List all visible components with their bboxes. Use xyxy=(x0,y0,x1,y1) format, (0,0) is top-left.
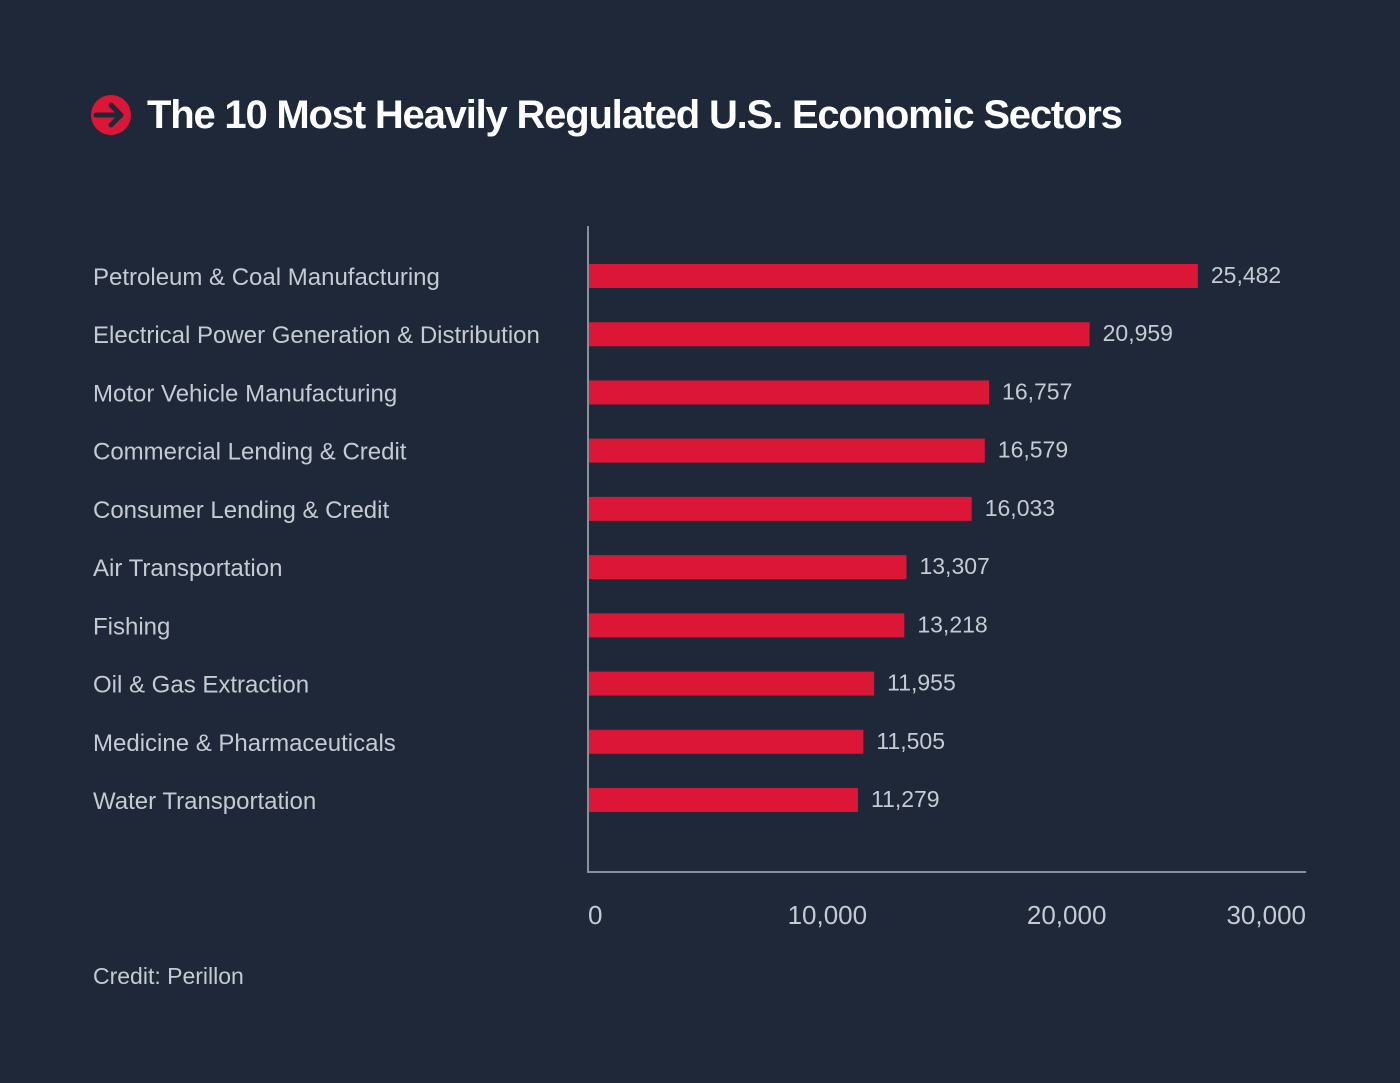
value-label: 25,482 xyxy=(1211,262,1281,288)
bar xyxy=(589,555,907,580)
category-label: Motor Vehicle Manufacturing xyxy=(93,380,397,407)
category-label: Water Transportation xyxy=(93,788,316,815)
value-label: 16,579 xyxy=(998,437,1068,463)
bar xyxy=(589,438,985,463)
category-label: Electrical Power Generation & Distributi… xyxy=(93,322,540,349)
value-label: 20,959 xyxy=(1103,320,1173,346)
x-tick-label: 30,000 xyxy=(1226,900,1306,930)
value-label: 11,279 xyxy=(871,786,940,812)
bar xyxy=(589,671,875,696)
bar xyxy=(589,729,864,754)
category-label: Oil & Gas Extraction xyxy=(93,672,309,699)
x-tick-label: 20,000 xyxy=(1027,900,1107,930)
value-label: 16,757 xyxy=(1002,378,1072,404)
category-label: Fishing xyxy=(93,613,170,640)
category-label: Commercial Lending & Credit xyxy=(93,439,407,466)
x-tick-label: 0 xyxy=(588,900,602,930)
value-label: 11,955 xyxy=(887,670,956,696)
bar xyxy=(589,264,1198,288)
category-label: Medicine & Pharmaceuticals xyxy=(93,730,396,757)
category-label: Petroleum & Coal Manufacturing xyxy=(93,264,440,291)
bar xyxy=(589,613,905,638)
category-label: Air Transportation xyxy=(93,555,282,582)
bar xyxy=(589,496,972,521)
value-label: 13,218 xyxy=(917,611,987,637)
bar xyxy=(589,322,1090,347)
value-label: 13,307 xyxy=(919,553,989,579)
value-label: 11,505 xyxy=(876,728,945,754)
category-label: Consumer Lending & Credit xyxy=(93,497,389,524)
bar xyxy=(589,788,858,812)
credit-text: Credit: Perillon xyxy=(93,963,244,989)
arrow-right-circle-icon xyxy=(91,95,131,135)
value-label: 16,033 xyxy=(985,495,1055,521)
bar xyxy=(589,380,990,405)
chart-title: The 10 Most Heavily Regulated U.S. Econo… xyxy=(147,92,1123,137)
title-row: The 10 Most Heavily Regulated U.S. Econo… xyxy=(90,88,1123,142)
x-tick-label: 10,000 xyxy=(788,900,868,930)
